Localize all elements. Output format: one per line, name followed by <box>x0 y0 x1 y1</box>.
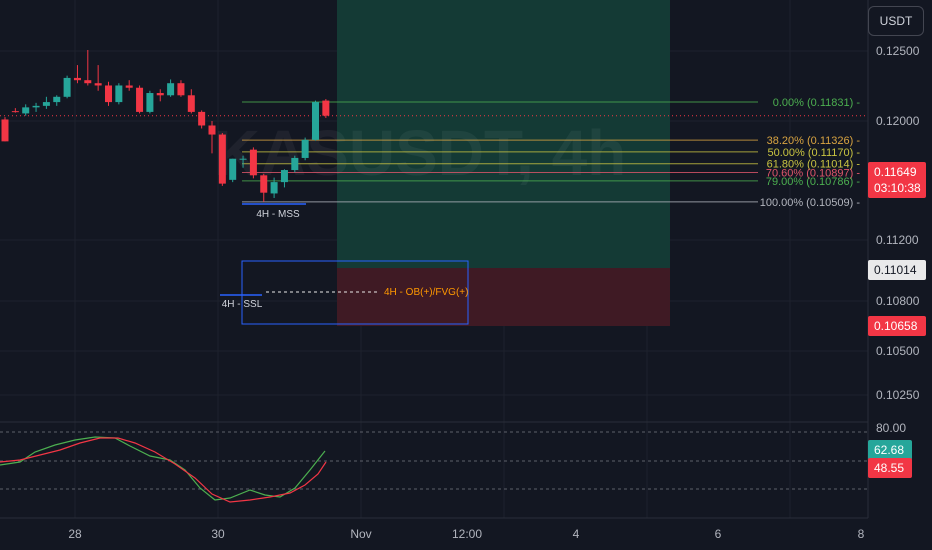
candle-body <box>312 102 319 140</box>
time-tick-label: Nov <box>350 527 371 541</box>
oscillator-pane[interactable] <box>0 421 868 503</box>
countdown-timer: 03:10:38 <box>874 181 921 195</box>
candle-body <box>208 125 216 135</box>
candle-body <box>218 134 226 184</box>
candle-body <box>63 77 71 97</box>
fib-label: 61.80% (0.11014) - <box>767 159 861 171</box>
candle-body <box>156 93 164 96</box>
time-tick-label: 30 <box>211 527 225 541</box>
loss-zone <box>337 268 670 326</box>
currency-button[interactable]: USDT <box>868 6 924 36</box>
candle-body <box>229 158 237 180</box>
osc-level-label: 80.00 <box>876 421 906 435</box>
candle-body <box>105 85 112 103</box>
candles <box>1 49 330 202</box>
candle-body <box>187 95 195 112</box>
candle-body <box>270 182 278 194</box>
candle-body <box>280 170 288 183</box>
ssl-label: 4H - SSL <box>222 299 263 310</box>
last-price-badge: 0.11649 03:10:38 <box>868 162 926 198</box>
candle-body <box>177 83 185 96</box>
fib-label: 79.00% (0.10786) - <box>766 176 861 188</box>
candle-body <box>42 102 50 106</box>
candle-body <box>22 107 30 114</box>
time-tick-label: 28 <box>68 527 82 541</box>
watermark: KASUSDT, 4h <box>214 117 627 189</box>
annotations[interactable]: 4H - MSS 4H - SSL 4H - OB(+)/FVG(+) <box>220 203 469 325</box>
candle-body <box>260 175 268 193</box>
fib-label: 0.00% (0.11831) - <box>773 97 861 109</box>
stop-level-badge: 0.10658 <box>868 316 926 336</box>
candle-body <box>53 96 61 103</box>
price-axis[interactable]: 0.12500 0.12000 0.11200 0.10800 0.10500 0.102… <box>876 44 920 435</box>
fib-label: 70.60% (0.10897) - <box>766 168 861 180</box>
candle-body <box>125 85 133 88</box>
candle-body <box>136 87 144 112</box>
price-tick-label: 0.12000 <box>876 114 920 128</box>
osc-fast-line <box>0 436 326 501</box>
candle-body <box>32 105 40 108</box>
price-tick-label: 0.11200 <box>876 233 919 247</box>
profit-zone <box>337 0 670 268</box>
price-tick-label: 0.10500 <box>876 344 920 358</box>
candle-body <box>1 119 9 142</box>
ob-label: 4H - OB(+)/FVG(+) <box>384 287 468 298</box>
mss-label: 4H - MSS <box>256 209 300 220</box>
candle-body <box>11 111 19 113</box>
candle-body <box>73 77 81 81</box>
time-tick-label: 12:00 <box>452 527 482 541</box>
fib-retracement[interactable]: 0.00% (0.11831) - 38.20% (0.11326) -50.00… <box>242 97 860 209</box>
fib-label: 100.00% (0.10509) - <box>760 197 861 209</box>
last-price-value: 0.11649 <box>874 165 917 179</box>
candle-body <box>84 80 92 84</box>
ob-fvg-box[interactable] <box>241 260 469 325</box>
candle-body <box>301 139 309 158</box>
fib-label: 50.00% (0.11170) - <box>767 147 860 159</box>
price-tick-label: 0.12500 <box>876 44 920 58</box>
osc-slow-line <box>0 437 327 503</box>
time-tick-label: 6 <box>715 527 722 541</box>
candle-body <box>146 93 154 112</box>
candle-body <box>167 83 175 96</box>
candle-body <box>115 85 123 103</box>
time-tick-label: 8 <box>858 527 865 541</box>
time-tick-label: 4 <box>573 527 580 541</box>
candle-body <box>198 111 206 126</box>
price-tick-label: 0.10250 <box>876 388 920 402</box>
fib-618-badge: 0.11014 <box>868 260 926 280</box>
candle-body <box>239 158 247 160</box>
osc-fast-badge: 62.68 <box>868 440 912 460</box>
fib-label: 38.20% (0.11326) - <box>767 135 861 147</box>
candle-body <box>94 83 102 86</box>
candle-body <box>322 100 330 116</box>
osc-slow-badge: 48.55 <box>868 458 912 478</box>
candle-body <box>249 149 257 176</box>
time-axis[interactable]: 28 30 Nov 12:00 4 6 8 <box>0 517 868 541</box>
price-tick-label: 0.10800 <box>876 294 920 308</box>
candle-body <box>291 157 299 171</box>
